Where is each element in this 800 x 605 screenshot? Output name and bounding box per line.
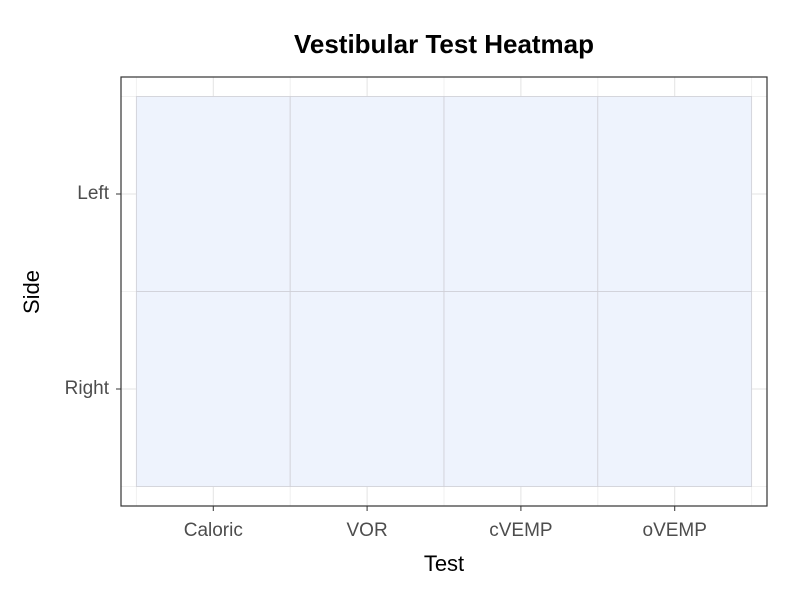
heatmap-cell (135, 291, 291, 487)
y-tick-label: Left (77, 183, 109, 204)
y-axis-title: Side (19, 270, 44, 314)
heatmap-cell (443, 291, 599, 487)
x-tick-label: Caloric (184, 520, 243, 541)
x-tick-label: cVEMP (489, 520, 552, 541)
heatmap-cell (443, 96, 599, 292)
chart-title: Vestibular Test Heatmap (294, 29, 594, 59)
heatmap-cell (289, 291, 445, 487)
x-tick-label: VOR (347, 520, 388, 541)
heatmap-cell (289, 96, 445, 292)
heatmap-cell (135, 96, 291, 292)
x-tick-label: oVEMP (643, 520, 707, 541)
heatmap-cell (597, 96, 753, 292)
heatmap-cell (597, 291, 753, 487)
panel-border (120, 76, 768, 507)
x-axis-title: Test (424, 551, 464, 576)
y-tick-label: Right (65, 378, 110, 399)
